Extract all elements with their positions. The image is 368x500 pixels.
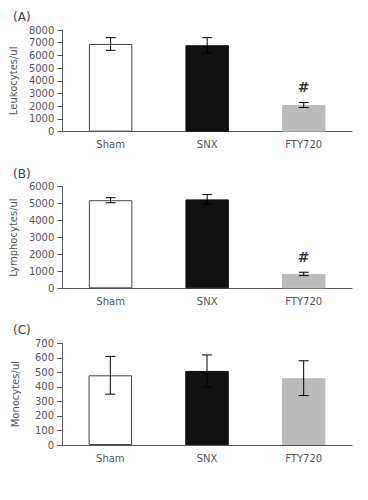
svg-text:2000: 2000 — [29, 249, 54, 260]
svg-text:0: 0 — [48, 440, 54, 451]
svg-text:5000: 5000 — [29, 63, 54, 74]
svg-text:Sham: Sham — [96, 296, 125, 307]
svg-text:(A): (A) — [13, 10, 31, 24]
svg-text:1000: 1000 — [29, 266, 54, 277]
svg-text:#: # — [298, 249, 310, 265]
svg-text:4000: 4000 — [29, 75, 54, 86]
svg-text:Sham: Sham — [96, 453, 125, 464]
svg-text:3000: 3000 — [29, 232, 54, 243]
svg-text:100: 100 — [35, 425, 54, 436]
svg-text:5000: 5000 — [29, 198, 54, 209]
svg-text:Leukocytes/ul: Leukocytes/ul — [8, 47, 19, 116]
svg-text:1000: 1000 — [29, 113, 54, 124]
svg-text:500: 500 — [35, 367, 54, 378]
svg-text:#: # — [298, 79, 310, 95]
svg-text:6000: 6000 — [29, 181, 54, 192]
svg-text:7000: 7000 — [29, 37, 54, 48]
svg-text:FTY720: FTY720 — [285, 139, 322, 150]
svg-text:0: 0 — [48, 126, 54, 137]
svg-text:SNX: SNX — [197, 453, 218, 464]
svg-text:200: 200 — [35, 410, 54, 421]
svg-text:FTY720: FTY720 — [285, 453, 322, 464]
svg-text:400: 400 — [35, 381, 54, 392]
svg-text:600: 600 — [35, 352, 54, 363]
svg-text:Lymphocytes/ul: Lymphocytes/ul — [8, 198, 19, 276]
svg-text:3000: 3000 — [29, 88, 54, 99]
svg-text:6000: 6000 — [29, 50, 54, 61]
svg-text:(C): (C) — [13, 323, 31, 337]
svg-text:8000: 8000 — [29, 25, 54, 36]
svg-text:FTY720: FTY720 — [285, 296, 322, 307]
svg-text:Sham: Sham — [96, 139, 125, 150]
svg-text:SNX: SNX — [197, 296, 218, 307]
svg-text:4000: 4000 — [29, 215, 54, 226]
svg-text:Monocytes/ul: Monocytes/ul — [10, 361, 21, 427]
svg-text:300: 300 — [35, 396, 54, 407]
svg-text:700: 700 — [35, 338, 54, 349]
svg-text:2000: 2000 — [29, 101, 54, 112]
svg-text:SNX: SNX — [197, 139, 218, 150]
svg-text:(B): (B) — [13, 167, 31, 181]
svg-text:0: 0 — [48, 283, 54, 294]
